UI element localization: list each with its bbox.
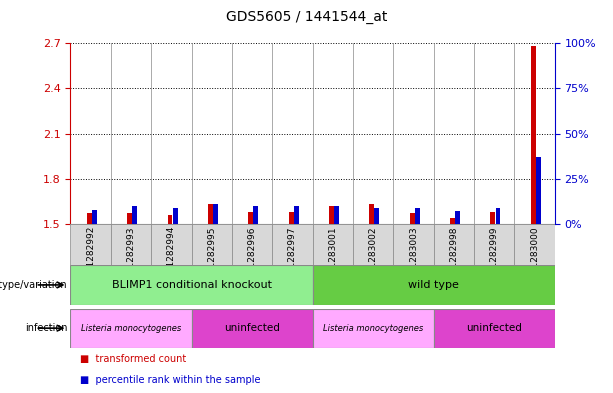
Bar xyxy=(313,224,353,265)
Text: GSM1282992: GSM1282992 xyxy=(86,226,95,286)
Bar xyxy=(474,224,514,265)
Bar xyxy=(536,157,541,224)
Text: BLIMP1 conditional knockout: BLIMP1 conditional knockout xyxy=(112,280,272,290)
Bar xyxy=(531,46,536,224)
Text: Listeria monocytogenes: Listeria monocytogenes xyxy=(323,324,424,332)
Bar xyxy=(111,224,151,265)
Bar xyxy=(313,309,434,348)
Text: uninfected: uninfected xyxy=(224,323,280,333)
Bar xyxy=(191,309,313,348)
Text: GSM1283000: GSM1283000 xyxy=(530,226,539,287)
Bar xyxy=(248,212,253,224)
Bar xyxy=(151,224,191,265)
Bar xyxy=(167,215,172,224)
Bar xyxy=(450,218,455,224)
Bar xyxy=(92,209,97,224)
Bar xyxy=(70,224,111,265)
Text: GSM1282997: GSM1282997 xyxy=(288,226,297,286)
Text: GSM1282996: GSM1282996 xyxy=(248,226,257,286)
Bar xyxy=(434,309,555,348)
Bar xyxy=(272,224,313,265)
Bar xyxy=(334,206,339,224)
Bar xyxy=(191,224,232,265)
Bar xyxy=(370,204,375,224)
Text: GSM1283002: GSM1283002 xyxy=(368,226,378,286)
Bar xyxy=(329,206,334,224)
Text: ■  transformed count: ■ transformed count xyxy=(80,354,186,364)
Text: infection: infection xyxy=(25,323,67,333)
Text: GSM1283003: GSM1283003 xyxy=(409,226,418,287)
Text: GSM1283001: GSM1283001 xyxy=(329,226,337,287)
Text: GSM1282995: GSM1282995 xyxy=(207,226,216,286)
Bar xyxy=(70,309,191,348)
Bar xyxy=(495,208,500,224)
Bar xyxy=(313,265,555,305)
Bar xyxy=(253,206,258,224)
Text: genotype/variation: genotype/variation xyxy=(0,280,67,290)
Bar xyxy=(213,204,218,224)
Bar xyxy=(514,224,555,265)
Bar xyxy=(208,204,213,224)
Text: GSM1282994: GSM1282994 xyxy=(167,226,176,286)
Bar xyxy=(128,213,132,224)
Bar xyxy=(409,213,414,224)
Bar xyxy=(173,208,178,224)
Text: wild type: wild type xyxy=(408,280,459,290)
Bar xyxy=(394,224,434,265)
Text: GDS5605 / 1441544_at: GDS5605 / 1441544_at xyxy=(226,10,387,24)
Bar xyxy=(375,208,379,224)
Bar xyxy=(70,265,313,305)
Text: GSM1282999: GSM1282999 xyxy=(490,226,499,286)
Bar xyxy=(415,208,420,224)
Text: GSM1282998: GSM1282998 xyxy=(449,226,459,286)
Bar xyxy=(353,224,394,265)
Bar xyxy=(294,206,299,224)
Bar xyxy=(132,206,137,224)
Bar xyxy=(433,224,474,265)
Bar xyxy=(232,224,272,265)
Bar xyxy=(289,212,294,224)
Text: Listeria monocytogenes: Listeria monocytogenes xyxy=(81,324,181,332)
Bar xyxy=(490,212,495,224)
Text: uninfected: uninfected xyxy=(466,323,522,333)
Bar xyxy=(87,213,92,224)
Bar xyxy=(455,211,460,224)
Text: ■  percentile rank within the sample: ■ percentile rank within the sample xyxy=(80,375,260,385)
Text: GSM1282993: GSM1282993 xyxy=(126,226,135,286)
